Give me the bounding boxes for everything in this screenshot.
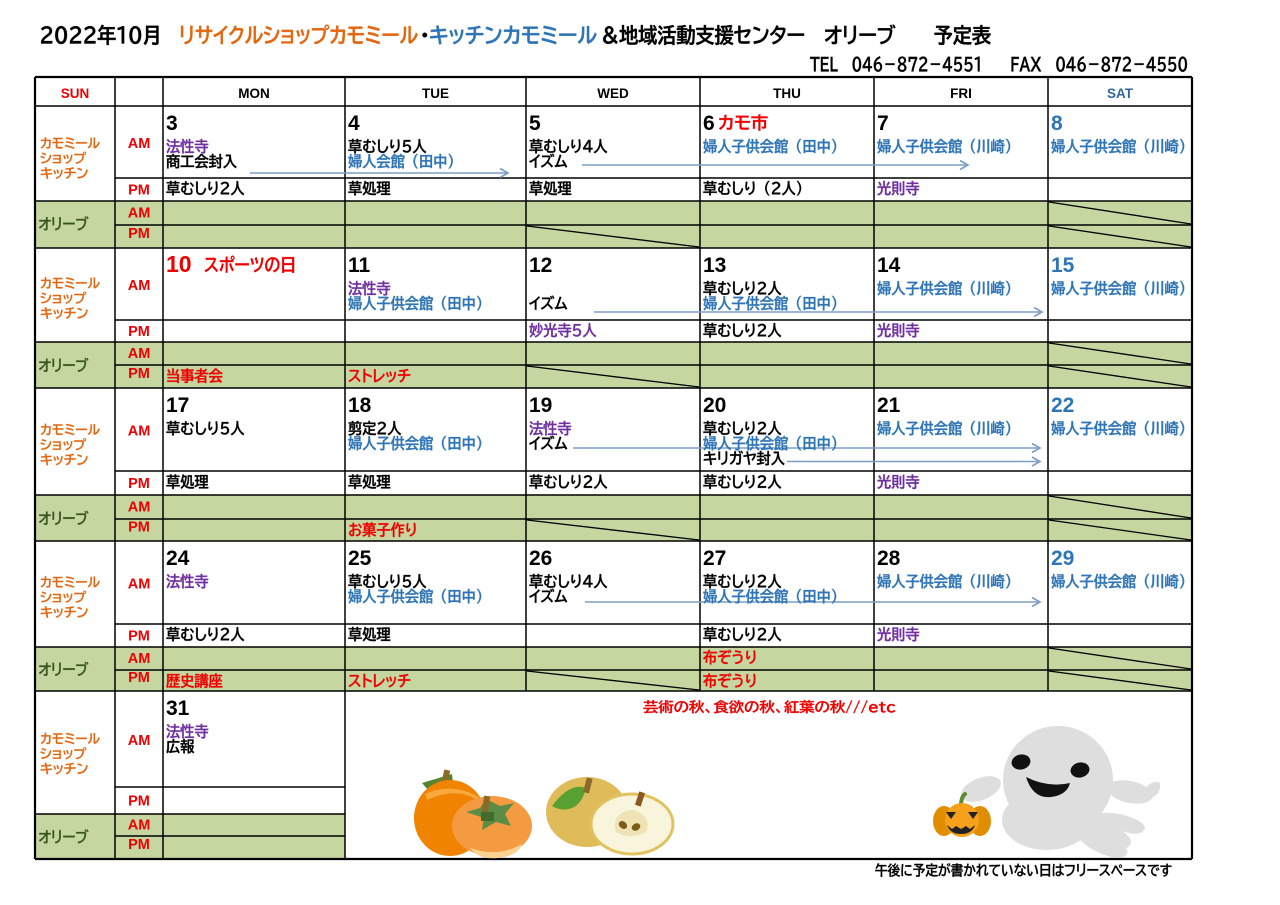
svg-text:AM: AM [128, 136, 151, 152]
svg-text:TUE: TUE [422, 86, 449, 101]
svg-text:19: 19 [529, 394, 552, 417]
svg-text:7: 7 [877, 112, 889, 135]
svg-text:PM: PM [128, 183, 150, 199]
svg-text:24: 24 [166, 547, 190, 570]
svg-text:5: 5 [529, 112, 541, 135]
svg-text:AM: AM [128, 206, 151, 222]
svg-text:AM: AM [128, 278, 151, 294]
svg-text:11: 11 [348, 254, 371, 277]
svg-text:3: 3 [166, 112, 178, 135]
svg-text:31: 31 [166, 697, 190, 720]
svg-text:PM: PM [128, 366, 150, 382]
svg-text:26: 26 [529, 547, 552, 570]
svg-text:29: 29 [1051, 547, 1074, 570]
svg-text:AM: AM [128, 500, 151, 516]
svg-text:28: 28 [877, 547, 901, 570]
svg-text:18: 18 [348, 394, 372, 417]
svg-text:PM: PM [128, 670, 150, 686]
svg-text:17: 17 [166, 394, 189, 417]
svg-text:AM: AM [128, 651, 151, 667]
svg-text:8: 8 [1051, 112, 1063, 135]
svg-text:10: 10 [166, 251, 192, 277]
svg-text:THU: THU [773, 86, 801, 101]
svg-text:PM: PM [128, 520, 150, 536]
svg-text:PM: PM [128, 324, 150, 340]
svg-text:MON: MON [238, 86, 270, 101]
svg-text:PM: PM [128, 837, 150, 853]
svg-text:21: 21 [877, 394, 901, 417]
svg-text:SAT: SAT [1107, 86, 1134, 101]
svg-text:4: 4 [348, 112, 360, 135]
svg-text:PM: PM [128, 226, 150, 242]
svg-text:AM: AM [128, 577, 151, 593]
svg-text:AM: AM [128, 818, 151, 834]
svg-text:6: 6 [703, 112, 715, 135]
svg-text:27: 27 [703, 547, 726, 570]
svg-text:12: 12 [529, 254, 552, 277]
svg-text:WED: WED [597, 86, 629, 101]
svg-text:PM: PM [128, 476, 150, 492]
svg-text:25: 25 [348, 547, 372, 570]
svg-text:FRI: FRI [950, 86, 972, 101]
svg-text:AM: AM [128, 424, 151, 440]
svg-text:14: 14 [877, 254, 901, 277]
svg-text:SUN: SUN [61, 86, 90, 101]
svg-text:AM: AM [128, 733, 151, 749]
svg-text:AM: AM [128, 346, 151, 362]
svg-text:PM: PM [128, 794, 150, 810]
svg-text:13: 13 [703, 254, 726, 277]
svg-text:20: 20 [703, 394, 726, 417]
svg-text:PM: PM [128, 629, 150, 645]
svg-text:22: 22 [1051, 394, 1074, 417]
svg-text:15: 15 [1051, 254, 1075, 277]
